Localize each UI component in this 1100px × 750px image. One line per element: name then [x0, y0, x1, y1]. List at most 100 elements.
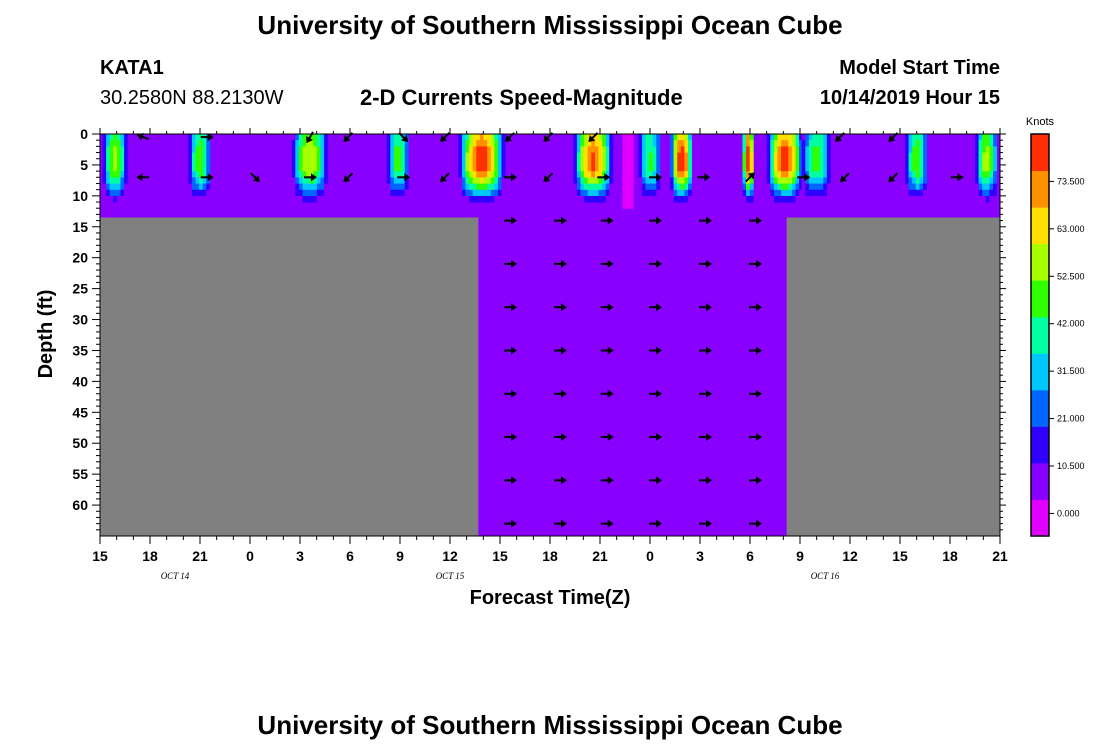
speed-cell — [401, 146, 406, 153]
speed-cell — [905, 134, 909, 141]
speed-cell — [598, 158, 603, 166]
speed-cell — [461, 152, 466, 160]
speed-cell — [461, 189, 466, 197]
speed-cell — [673, 177, 678, 184]
speed-cell — [670, 196, 674, 203]
speed-cell — [313, 171, 318, 178]
current-vector — [840, 172, 850, 183]
speed-cell — [576, 177, 581, 184]
speed-cell — [629, 183, 634, 191]
speed-cell — [773, 171, 778, 178]
speed-cell — [191, 196, 196, 203]
speed-cell — [191, 189, 196, 197]
speed-cell — [823, 146, 828, 153]
speed-cell — [602, 140, 607, 147]
speed-cell — [298, 189, 303, 197]
speed-cell — [652, 134, 657, 141]
speed-cell — [306, 140, 311, 147]
speed-cell — [487, 196, 492, 203]
speed-cell — [494, 146, 499, 153]
speed-cell — [487, 158, 492, 166]
speed-cell — [401, 152, 406, 160]
speed-cell — [770, 171, 775, 178]
speed-cell — [629, 146, 634, 153]
y-tick-label: 45 — [72, 404, 88, 420]
speed-cell — [576, 171, 581, 178]
speed-cell — [199, 140, 204, 147]
speed-cell — [295, 183, 300, 191]
speed-cell — [622, 171, 627, 178]
speed-cell — [777, 196, 782, 203]
speed-cell — [993, 140, 997, 147]
speed-cell — [795, 140, 800, 147]
speed-cell — [306, 146, 311, 153]
speed-cell — [472, 165, 477, 172]
speed-cell — [113, 196, 118, 203]
current-vector — [504, 519, 517, 528]
footer-title: University of Southern Mississippi Ocean… — [257, 710, 843, 740]
speed-cell — [989, 146, 994, 153]
speed-cell — [591, 177, 596, 184]
speed-cell — [465, 171, 470, 178]
speed-cell — [309, 152, 314, 160]
speed-cell — [316, 189, 321, 197]
speed-cell — [622, 134, 627, 141]
speed-cell — [801, 134, 806, 141]
colorbar-swatch — [1031, 243, 1049, 281]
speed-cell — [401, 165, 406, 172]
speed-cell — [989, 140, 994, 147]
speed-cell — [109, 196, 114, 203]
speed-cell — [773, 165, 778, 172]
speed-cell — [109, 134, 114, 141]
speed-cell — [320, 196, 325, 203]
speed-cell — [202, 158, 207, 166]
speed-cell — [390, 196, 395, 203]
speed-cell — [649, 165, 654, 172]
speed-cell — [120, 171, 125, 178]
speed-cell — [501, 152, 506, 160]
speed-cell — [805, 152, 810, 160]
speed-cell — [313, 158, 318, 166]
speed-cell — [602, 165, 607, 172]
speed-cell — [386, 158, 391, 166]
y-tick-label: 35 — [72, 342, 88, 358]
current-vector — [600, 433, 614, 441]
speed-cell — [784, 196, 789, 203]
speed-cell — [688, 140, 692, 147]
speed-cell — [573, 171, 578, 178]
speed-cell — [465, 152, 470, 160]
current-vector — [504, 259, 517, 268]
speed-cell — [788, 134, 793, 141]
speed-cell — [461, 183, 466, 191]
speed-cell — [808, 183, 813, 191]
speed-cell — [295, 177, 300, 184]
speed-cell — [404, 158, 409, 166]
speed-cell — [795, 165, 800, 172]
speed-cell — [573, 146, 578, 153]
speed-cell — [465, 183, 470, 191]
speed-cell — [799, 196, 804, 203]
speed-cell — [915, 134, 920, 141]
current-vector — [250, 172, 260, 183]
speed-cell — [199, 158, 204, 166]
speed-cell — [795, 196, 800, 203]
current-vector — [554, 346, 567, 355]
speed-cell — [652, 146, 657, 153]
x-tick-label: 6 — [346, 548, 354, 564]
speed-cell — [199, 189, 204, 197]
speed-cell — [320, 177, 325, 184]
speed-cell — [823, 189, 828, 197]
speed-cell — [670, 134, 674, 141]
speed-cell — [773, 189, 778, 197]
speed-cell — [609, 152, 614, 160]
speed-cell — [985, 189, 990, 197]
speed-cell — [461, 146, 466, 153]
speed-cell — [580, 146, 585, 153]
speed-cell — [746, 171, 751, 178]
current-vector — [699, 303, 712, 312]
speed-cell — [749, 152, 754, 160]
speed-cell — [622, 177, 627, 184]
speed-cell — [805, 171, 810, 178]
speed-cell — [993, 196, 997, 203]
speed-cell — [742, 165, 747, 172]
